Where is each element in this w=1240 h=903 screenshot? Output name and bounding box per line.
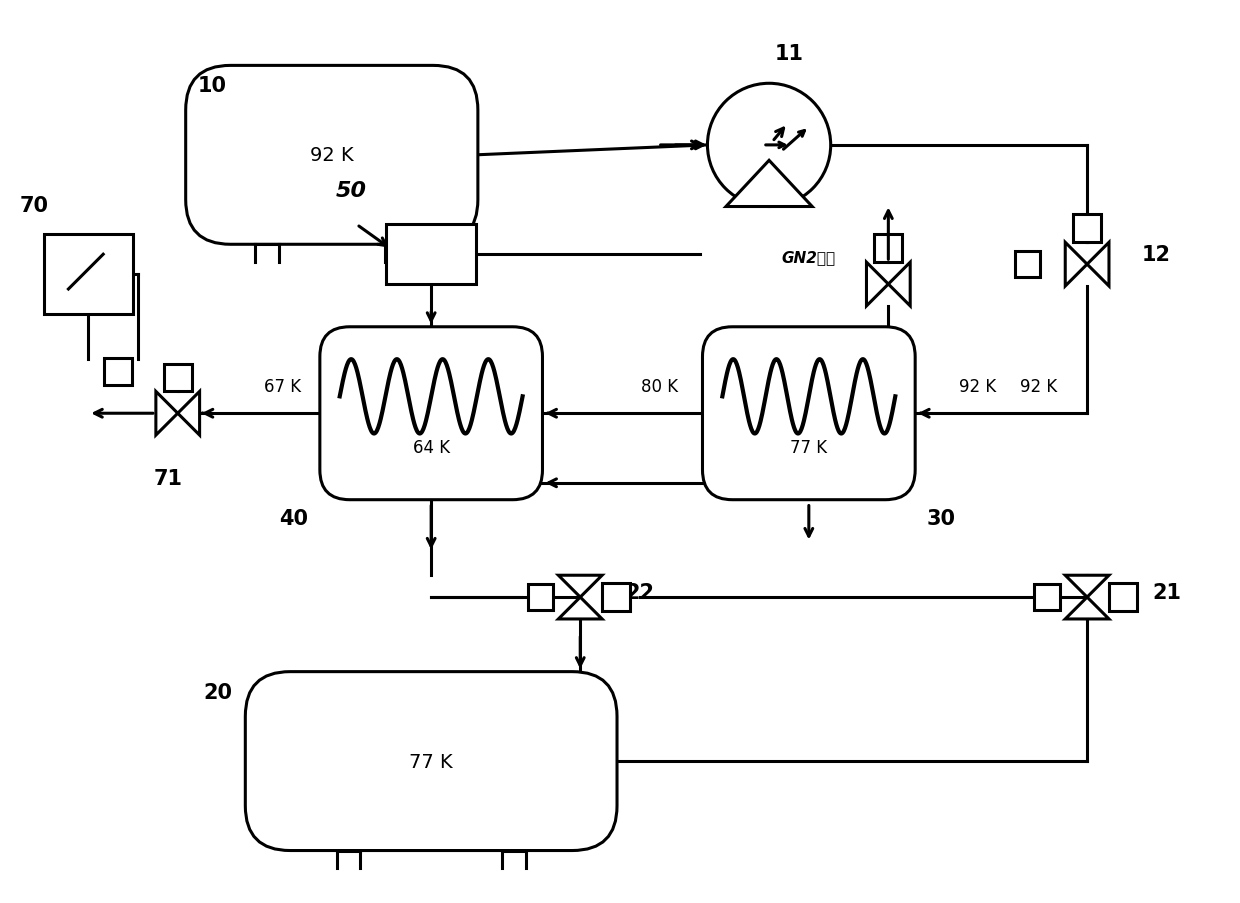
Text: 22: 22 xyxy=(625,582,655,602)
Bar xyxy=(1073,215,1101,243)
Bar xyxy=(874,235,903,263)
Bar xyxy=(1109,583,1137,611)
Circle shape xyxy=(708,84,831,208)
Text: 11: 11 xyxy=(775,44,804,64)
Text: 20: 20 xyxy=(203,682,232,702)
Text: GN2排放: GN2排放 xyxy=(781,249,836,265)
FancyBboxPatch shape xyxy=(703,328,915,500)
Polygon shape xyxy=(867,263,888,306)
Polygon shape xyxy=(888,263,910,306)
Text: 92 K: 92 K xyxy=(960,378,997,396)
Text: 64 K: 64 K xyxy=(413,439,450,457)
Polygon shape xyxy=(177,392,200,435)
Text: 80 K: 80 K xyxy=(641,378,678,396)
Text: 77 K: 77 K xyxy=(409,752,453,771)
Text: 40: 40 xyxy=(279,508,309,528)
Text: 70: 70 xyxy=(19,195,48,215)
Text: 67 K: 67 K xyxy=(264,378,300,396)
Bar xyxy=(43,235,133,314)
Text: 92 K: 92 K xyxy=(1021,378,1058,396)
Bar xyxy=(603,583,630,611)
Polygon shape xyxy=(156,392,177,435)
Bar xyxy=(1014,252,1040,278)
Bar xyxy=(164,364,192,392)
Bar xyxy=(387,225,476,284)
Polygon shape xyxy=(1065,575,1109,598)
Text: 92 K: 92 K xyxy=(310,146,353,165)
Polygon shape xyxy=(1065,598,1109,619)
Bar xyxy=(104,358,131,386)
Polygon shape xyxy=(558,598,603,619)
Polygon shape xyxy=(725,161,812,208)
FancyBboxPatch shape xyxy=(246,672,618,851)
FancyBboxPatch shape xyxy=(320,328,542,500)
Text: 21: 21 xyxy=(1152,582,1182,602)
Polygon shape xyxy=(1087,243,1109,287)
Polygon shape xyxy=(1065,243,1087,287)
Text: 71: 71 xyxy=(154,469,182,489)
Text: 12: 12 xyxy=(1142,245,1172,265)
Bar xyxy=(527,584,553,610)
Polygon shape xyxy=(558,575,603,598)
Text: 77 K: 77 K xyxy=(790,439,827,457)
Text: 50: 50 xyxy=(336,181,367,200)
FancyBboxPatch shape xyxy=(186,66,477,245)
Bar xyxy=(1034,584,1060,610)
Text: 10: 10 xyxy=(198,76,227,96)
Text: 30: 30 xyxy=(926,508,956,528)
